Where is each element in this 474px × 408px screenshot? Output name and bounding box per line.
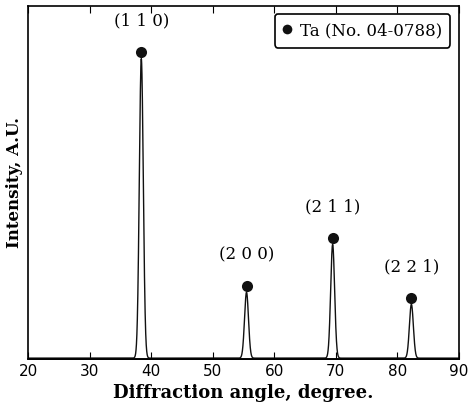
Text: (1 1 0): (1 1 0)	[114, 13, 169, 29]
Legend: Ta (No. 04-0788): Ta (No. 04-0788)	[275, 14, 450, 48]
Text: (2 2 1): (2 2 1)	[383, 258, 439, 275]
X-axis label: Diffraction angle, degree.: Diffraction angle, degree.	[113, 384, 374, 402]
Y-axis label: Intensity, A.U.: Intensity, A.U.	[6, 117, 23, 248]
Text: (2 1 1): (2 1 1)	[305, 198, 360, 215]
Text: (2 0 0): (2 0 0)	[219, 246, 274, 263]
